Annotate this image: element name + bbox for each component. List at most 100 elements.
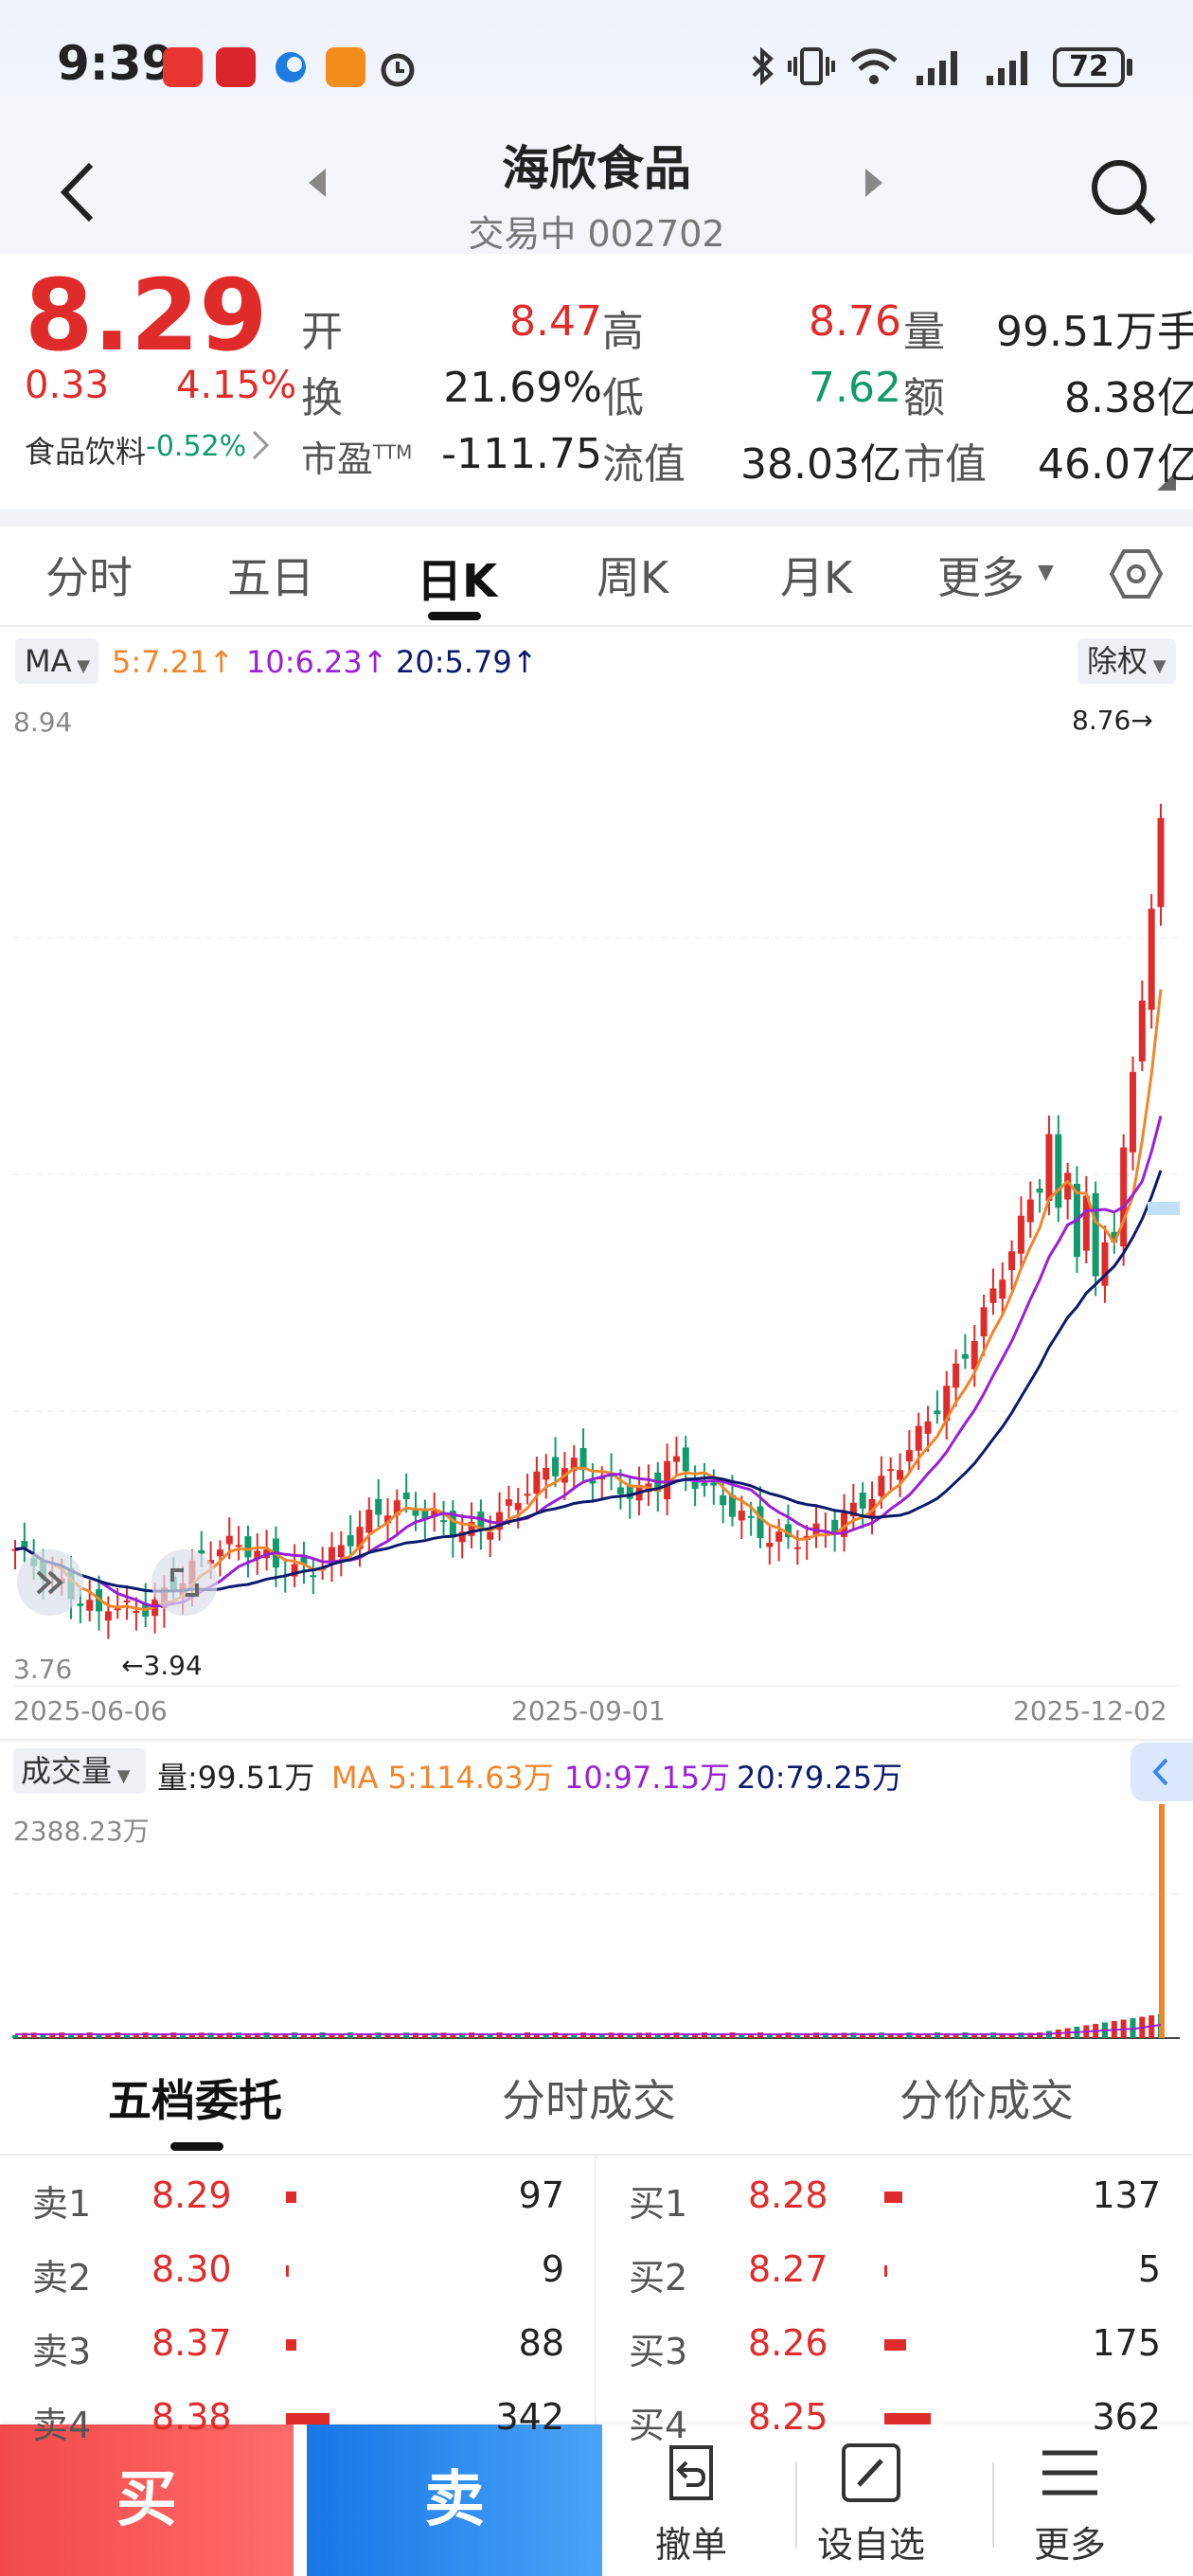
quote-value: -111.75 [441, 430, 602, 478]
candle-body [989, 1288, 997, 1303]
footer-action-button[interactable]: 撤单 [606, 2440, 776, 2566]
sell-button[interactable]: 卖 [307, 2424, 602, 2576]
tab-period[interactable]: 周K [596, 552, 669, 603]
volume-bar [757, 2032, 763, 2038]
search-icon[interactable] [1089, 157, 1159, 231]
dropdown-caret-icon: ▼ [1038, 561, 1054, 584]
candle-body [953, 1363, 960, 1388]
adjust-label: 除权 [1087, 643, 1148, 679]
next-stock-button[interactable] [864, 167, 884, 203]
candle-body [924, 1421, 932, 1434]
indicator-select[interactable]: MA ▼ [15, 638, 98, 684]
tab-order-book[interactable]: 分价成交 [899, 2075, 1074, 2126]
tab-period[interactable]: 分时 [45, 552, 133, 603]
candle-body [570, 1458, 578, 1471]
volume-bar [180, 2032, 187, 2038]
candle-body [897, 1470, 904, 1480]
kline-chart[interactable] [0, 691, 1193, 1695]
tab-order-book[interactable]: 五档委托 [108, 2075, 282, 2126]
buy-level-bar [884, 2413, 931, 2424]
quote-label: 额 [903, 374, 945, 422]
sell-level-qty: 342 [495, 2396, 564, 2438]
fullscreen-button[interactable] [151, 1549, 218, 1616]
x-axis-date-label: 2025-09-01 [511, 1695, 666, 1726]
candle-body [86, 1600, 94, 1611]
footer-action-button[interactable]: 设自选 [786, 2440, 956, 2566]
volume-bar [477, 2034, 484, 2038]
volume-bar [841, 2032, 847, 2038]
wifi-icon [848, 45, 899, 91]
footer-action-button[interactable]: 更多 [985, 2440, 1155, 2566]
volume-bar [775, 2034, 782, 2038]
candle-body [291, 1564, 298, 1577]
candle-body [999, 1279, 1006, 1299]
volume-bar [981, 2034, 988, 2038]
volume-indicator-select[interactable]: 成交量 ▼ [13, 1748, 146, 1794]
volume-bar [589, 2032, 596, 2038]
volume-bar [748, 2033, 755, 2038]
expand-left-button[interactable] [17, 1549, 83, 1616]
candle-body [1026, 1199, 1034, 1223]
volume-bar [831, 2034, 838, 2038]
buy-level-label: 买1 [629, 2183, 688, 2225]
candle-body [300, 1555, 308, 1565]
divider [795, 2462, 797, 2548]
sector-name[interactable]: 食品饮料 [25, 434, 147, 470]
candle-body [533, 1471, 541, 1494]
candle-body [757, 1506, 764, 1539]
volume-bar [608, 2032, 614, 2038]
volume-bar [300, 2033, 307, 2038]
sell-level-qty: 97 [518, 2174, 564, 2216]
price-marker [1148, 1201, 1180, 1215]
volume-bar [692, 2032, 699, 2038]
tab-period[interactable]: 五日 [227, 552, 314, 603]
candle-body [878, 1476, 885, 1496]
active-book-tab-indicator [170, 2142, 223, 2151]
volume-bar [384, 2032, 391, 2038]
tab-period[interactable]: 日K [417, 555, 498, 608]
volume-bar [580, 2032, 587, 2038]
taobao-icon [163, 47, 203, 87]
candle-body [133, 1610, 140, 1613]
prev-stock-button[interactable] [307, 167, 328, 203]
tab-order-book[interactable]: 分时成交 [502, 2075, 676, 2126]
volume-bar [785, 2032, 792, 2038]
volume-bar [96, 2033, 102, 2038]
volume-bar [487, 2032, 493, 2038]
battery-indicator: 72 [1053, 47, 1125, 87]
adjust-select[interactable]: 除权 ▼ [1077, 638, 1176, 684]
volume-bar [525, 2032, 531, 2038]
buy-button[interactable]: 买 [0, 2424, 294, 2576]
volume-bar [161, 2034, 168, 2038]
quote-label: 开 [301, 308, 343, 356]
volume-bar [850, 2032, 857, 2038]
volume-bar [403, 2032, 410, 2038]
collapse-panel-button[interactable] [1131, 1743, 1193, 1801]
candle-body [104, 1611, 112, 1621]
candle-body [1148, 908, 1155, 1011]
volume-indicator-label: 成交量 [21, 1753, 113, 1789]
tab-period[interactable]: 月K [780, 552, 853, 603]
volume-bar [375, 2032, 382, 2038]
buy-level-bar [884, 2265, 887, 2277]
footer-action-label: 设自选 [816, 2524, 925, 2566]
buy-level-price: 8.27 [748, 2248, 828, 2290]
volume-bar [49, 2032, 56, 2038]
volume-bar [943, 2033, 950, 2038]
page-title: 海欣食品 [502, 141, 691, 196]
buy-level-price: 8.28 [748, 2174, 828, 2216]
tab-period[interactable]: 更多 [937, 552, 1024, 603]
back-button[interactable] [55, 159, 102, 229]
volume-bar [198, 2032, 205, 2038]
sector-change[interactable]: -0.52% [146, 430, 247, 463]
candle-body [905, 1450, 913, 1462]
hexagon-settings-icon[interactable] [1108, 546, 1165, 606]
volume-bar [999, 2032, 1006, 2038]
candle-body [1064, 1172, 1072, 1200]
candle-body [1129, 1071, 1136, 1153]
expand-corner-icon[interactable] [1155, 470, 1178, 496]
chevron-right-icon[interactable] [250, 428, 271, 466]
candle-body [1138, 1000, 1146, 1062]
candle-body [365, 1510, 373, 1533]
volume-bar [207, 2032, 214, 2038]
